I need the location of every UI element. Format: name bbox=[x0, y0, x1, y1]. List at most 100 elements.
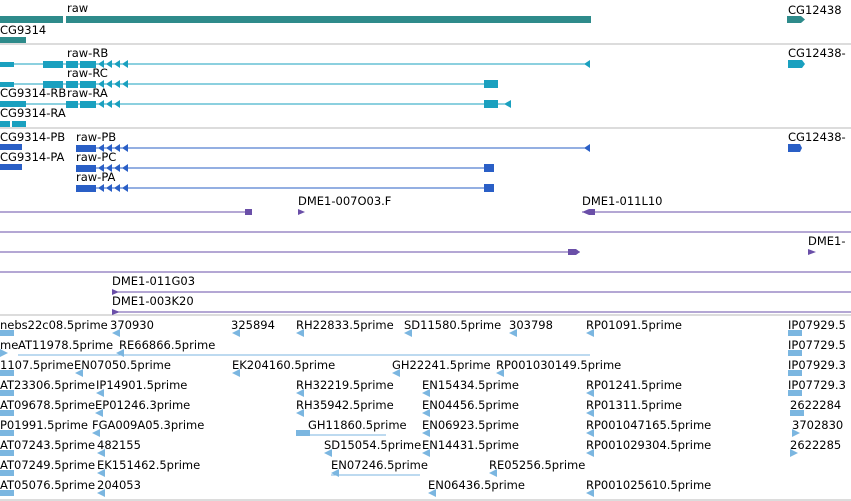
est-label[interactable]: RE05256.5prime bbox=[489, 458, 586, 472]
est-glyph[interactable] bbox=[586, 389, 594, 397]
est-label[interactable]: EK151462.5prime bbox=[97, 458, 201, 472]
est-label[interactable]: AT05076.5prime bbox=[0, 478, 96, 492]
gene-cg9314-glyph[interactable] bbox=[0, 37, 26, 43]
gene-track[interactable] bbox=[0, 16, 805, 43]
est-label[interactable]: 2622285 bbox=[790, 438, 842, 452]
protein-label-raw-pc[interactable]: raw-PC bbox=[76, 150, 117, 164]
clone-label-007o03[interactable]: DME1-007O03.F bbox=[298, 194, 392, 208]
est-glyph[interactable] bbox=[296, 329, 304, 337]
est-label[interactable]: 303798 bbox=[509, 318, 553, 332]
est-glyph[interactable] bbox=[0, 470, 14, 476]
gene-cg12438-glyph[interactable] bbox=[787, 16, 805, 23]
clone-label-011l10[interactable]: DME1-011L10 bbox=[582, 194, 663, 208]
est-label[interactable]: AT07243.5prime bbox=[0, 438, 96, 452]
est-glyph[interactable] bbox=[788, 330, 802, 336]
rna-label-cg12438[interactable]: CG12438- bbox=[788, 46, 846, 60]
est-label[interactable]: RH32219.5prime bbox=[296, 378, 394, 392]
est-glyph[interactable] bbox=[792, 429, 800, 437]
est-glyph[interactable] bbox=[586, 329, 594, 337]
est-label[interactable]: nebs22c08.5prime bbox=[0, 318, 108, 332]
est-glyph[interactable] bbox=[422, 449, 430, 457]
est-glyph[interactable] bbox=[0, 390, 14, 396]
protein-label-cg9314-pa[interactable]: CG9314-PA bbox=[0, 150, 65, 164]
est-label[interactable]: RH22833.5prime bbox=[296, 318, 394, 332]
est-glyph[interactable] bbox=[422, 429, 430, 437]
est-label[interactable]: 3702830 bbox=[792, 418, 844, 432]
est-label[interactable]: RH35942.5prime bbox=[296, 398, 394, 412]
gene-left-glyph[interactable] bbox=[0, 16, 63, 23]
est-glyph[interactable] bbox=[97, 469, 105, 477]
rna-label-raw-rc[interactable]: raw-RC bbox=[67, 66, 108, 80]
est-glyph[interactable] bbox=[0, 330, 14, 336]
est-label[interactable]: EN14431.5prime bbox=[422, 438, 519, 452]
est-glyph[interactable] bbox=[92, 429, 100, 437]
clone-label-003k20[interactable]: DME1-003K20 bbox=[112, 294, 194, 308]
est-label[interactable]: 2622284 bbox=[790, 398, 842, 412]
est-glyph[interactable] bbox=[0, 490, 14, 496]
est-label[interactable]: me bbox=[0, 338, 19, 352]
est-label[interactable]: IP07729.5 bbox=[788, 338, 846, 352]
est-label[interactable]: RP001047165.5prime bbox=[586, 418, 712, 432]
est-glyph[interactable] bbox=[586, 489, 594, 497]
est-glyph[interactable] bbox=[404, 329, 412, 337]
est-label[interactable]: 325894 bbox=[231, 318, 275, 332]
protein-label-cg12438[interactable]: CG12438- bbox=[788, 130, 846, 144]
clone-label-011g03[interactable]: DME1-011G03 bbox=[112, 274, 196, 288]
est-glyph[interactable] bbox=[0, 430, 14, 436]
est-label[interactable]: SD15054.5prime bbox=[324, 438, 422, 452]
est-label[interactable]: RP001025610.5prime bbox=[586, 478, 712, 492]
est-glyph[interactable] bbox=[422, 409, 430, 417]
est-label[interactable]: RP001029304.5prime bbox=[586, 438, 712, 452]
est-label[interactable]: IP14901.5prime bbox=[96, 378, 188, 392]
est-glyph[interactable] bbox=[788, 350, 802, 356]
rna-label-raw-ra[interactable]: raw-RA bbox=[67, 86, 108, 100]
est-glyph[interactable] bbox=[790, 449, 798, 457]
est-label[interactable]: AT09678.5prime bbox=[0, 398, 96, 412]
gene-label-raw[interactable]: raw bbox=[67, 1, 89, 15]
est-glyph[interactable] bbox=[496, 369, 504, 377]
est-glyph[interactable] bbox=[509, 329, 517, 337]
est-label[interactable]: FGA009A05.3prime bbox=[92, 418, 205, 432]
gene-label-cg9314[interactable]: CG9314 bbox=[0, 23, 47, 37]
rna-label-cg9314-ra[interactable]: CG9314-RA bbox=[0, 106, 66, 120]
est-label[interactable]: RE66866.5prime bbox=[119, 338, 216, 352]
est-label[interactable]: AT07249.5prime bbox=[0, 458, 96, 472]
est-glyph[interactable] bbox=[232, 329, 240, 337]
est-glyph[interactable] bbox=[392, 369, 400, 377]
est-glyph[interactable] bbox=[489, 469, 497, 477]
est-label[interactable]: 204053 bbox=[97, 478, 141, 492]
est-label[interactable]: AT23306.5prime bbox=[0, 378, 96, 392]
clone-track[interactable] bbox=[0, 209, 851, 315]
est-label[interactable]: EP01246.3prime bbox=[95, 398, 191, 412]
est-glyph[interactable] bbox=[95, 409, 103, 417]
gene-raw-glyph[interactable] bbox=[66, 16, 591, 23]
est-glyph[interactable] bbox=[586, 429, 594, 437]
est-label[interactable]: GH22241.5prime bbox=[392, 358, 491, 372]
est-label[interactable]: RP001030149.5prime bbox=[496, 358, 622, 372]
est-label[interactable]: IP07929.5 bbox=[788, 318, 846, 332]
rna-label-cg9314-rb[interactable]: CG9314-RB bbox=[0, 86, 67, 100]
clone-label-dme1[interactable]: DME1- bbox=[808, 234, 846, 248]
protein-label-raw-pa[interactable]: raw-PA bbox=[76, 170, 116, 184]
est-glyph[interactable] bbox=[75, 369, 83, 377]
est-label[interactable]: EN07246.5prime bbox=[331, 458, 428, 472]
est-label[interactable]: SD11580.5prime bbox=[404, 318, 502, 332]
est-glyph[interactable] bbox=[788, 390, 802, 396]
est-label[interactable]: RP01311.5prime bbox=[586, 398, 682, 412]
est-track[interactable] bbox=[0, 329, 804, 497]
est-label[interactable]: EN06923.5prime bbox=[422, 418, 519, 432]
est-glyph[interactable] bbox=[0, 349, 8, 357]
rna-label-raw-rb[interactable]: raw-RB bbox=[67, 46, 109, 60]
est-label[interactable]: 370930 bbox=[110, 318, 154, 332]
protein-transcript-track[interactable] bbox=[0, 144, 802, 192]
est-label[interactable]: EK204160.5prime bbox=[232, 358, 336, 372]
est-label[interactable]: IP07729.3 bbox=[788, 378, 846, 392]
est-label[interactable]: 1107.5prime bbox=[0, 358, 74, 372]
est-label[interactable]: EN07050.5prime bbox=[74, 358, 171, 372]
protein-label-raw-pb[interactable]: raw-PB bbox=[76, 130, 117, 144]
est-glyph[interactable] bbox=[296, 389, 304, 397]
est-glyph[interactable] bbox=[586, 409, 594, 417]
protein-label-cg9314-pb[interactable]: CG9314-PB bbox=[0, 130, 66, 144]
est-glyph[interactable] bbox=[96, 389, 104, 397]
est-glyph[interactable] bbox=[324, 449, 332, 457]
